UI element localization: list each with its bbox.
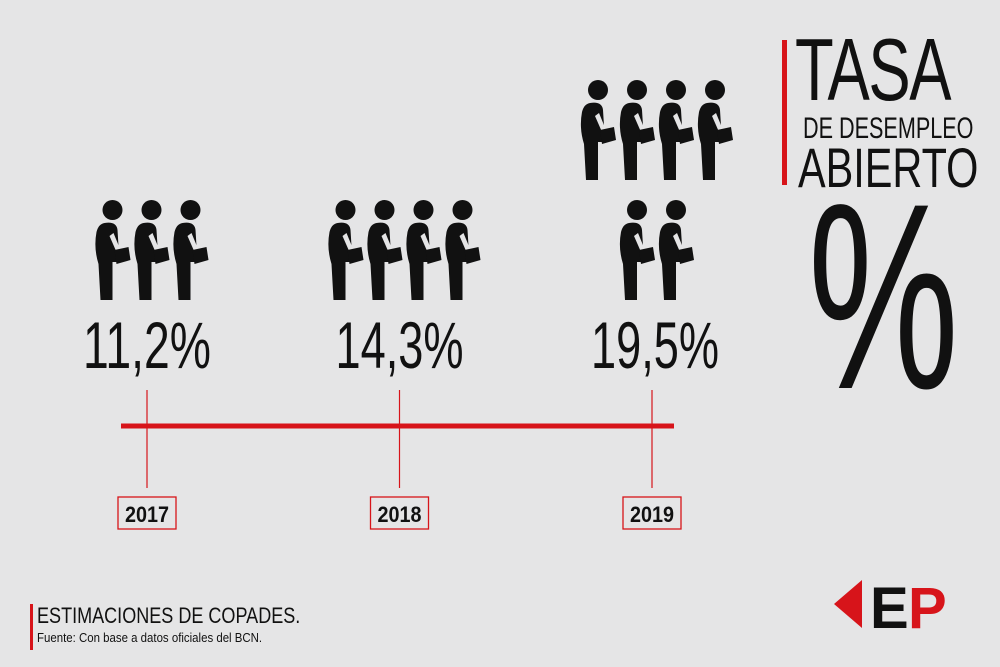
logo-letter-e: E xyxy=(870,576,909,634)
walking-person-icon xyxy=(173,200,209,300)
source-note: Fuente: Con base a datos oficiales del B… xyxy=(37,630,263,645)
walking-person-icon xyxy=(406,200,442,300)
walking-person-icon xyxy=(95,200,131,300)
year-label-box xyxy=(622,496,682,530)
walking-person-icon xyxy=(619,200,655,300)
value-label: 19,5% xyxy=(591,308,719,382)
title-line-3: ABIERTO xyxy=(798,136,979,199)
walking-person-icon xyxy=(658,80,694,180)
source-title: ESTIMACIONES DE COPADES. xyxy=(37,603,301,628)
value-label: 14,3% xyxy=(336,308,464,382)
ep-logo: P E xyxy=(834,576,947,634)
logo-triangle-icon xyxy=(834,580,862,628)
walking-person-icon xyxy=(658,200,694,300)
walking-person-icon xyxy=(697,80,733,180)
walking-person-icon xyxy=(134,200,170,300)
walking-person-icon xyxy=(328,200,364,300)
walking-person-icon xyxy=(619,80,655,180)
title-line-2: DE DESEMPLEO xyxy=(803,112,974,145)
year-label: 2019 xyxy=(630,502,674,527)
year-label-box xyxy=(369,496,430,530)
year-label: 2018 xyxy=(378,502,422,527)
title-accent-bar xyxy=(782,40,787,185)
walking-person-icon xyxy=(367,200,403,300)
percent-symbol: % xyxy=(808,149,959,445)
walking-person-icon xyxy=(580,80,616,180)
logo-text: P xyxy=(908,576,947,634)
source-accent-bar xyxy=(30,604,33,650)
value-label: 11,2% xyxy=(83,308,211,382)
year-label: 2017 xyxy=(125,502,169,527)
year-label-box xyxy=(117,496,177,530)
title-line-1: TASA xyxy=(795,20,951,119)
walking-person-icon xyxy=(445,200,481,300)
unemployment-pictograph-chart: 11,2% 14,3% 19,5% 2017 2018 2019 xyxy=(83,80,733,530)
